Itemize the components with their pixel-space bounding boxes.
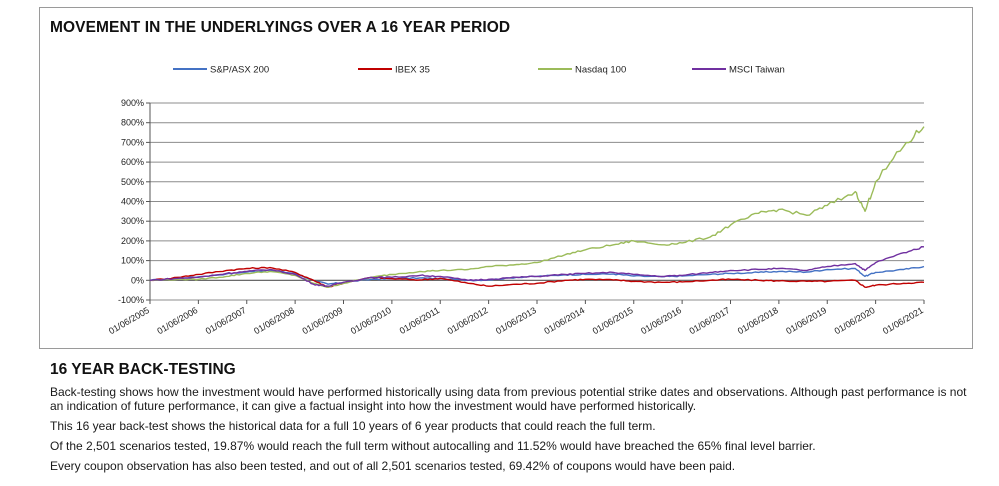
series-line-msci-taiwan <box>149 246 925 287</box>
x-tick-label: 01/06/2017 <box>687 305 731 336</box>
legend-label-nasdaq-100: Nasdaq 100 <box>575 65 626 76</box>
paragraph-backtesting-intro: Back-testing shows how the investment wo… <box>50 385 967 413</box>
paragraph-coupon-results: Every coupon observation has also been t… <box>50 459 736 473</box>
x-tick-label: 01/06/2008 <box>252 305 296 336</box>
x-tick-label: 01/06/2011 <box>398 305 441 336</box>
x-tick-label: 01/06/2016 <box>639 305 683 336</box>
x-tick-label: 01/06/2010 <box>349 305 393 336</box>
y-tick-label: 800% <box>121 118 144 128</box>
x-tick-label: 01/06/2006 <box>155 305 199 336</box>
y-tick-label: -100% <box>118 295 144 305</box>
series-line-nasdaq-100 <box>150 126 925 288</box>
x-tick-label: 01/06/2013 <box>494 305 538 336</box>
y-tick-label: 100% <box>121 256 144 266</box>
y-tick-label: 0% <box>131 275 144 285</box>
x-tick-label: 01/06/2007 <box>204 305 248 336</box>
x-tick-label: 01/06/2018 <box>736 305 780 336</box>
legend-label-msci-taiwan: MSCI Taiwan <box>729 65 785 76</box>
y-tick-label: 300% <box>121 216 144 226</box>
y-tick-label: 500% <box>121 177 144 187</box>
paragraph-backtest-scope: This 16 year back-test shows the histori… <box>50 419 656 433</box>
x-tick-label: 01/06/2012 <box>446 305 490 336</box>
x-tick-label: 01/06/2019 <box>784 305 828 336</box>
y-tick-label: 700% <box>121 137 144 147</box>
backtesting-section: 16 YEAR BACK-TESTING Back-testing shows … <box>50 361 980 479</box>
chart-title: MOVEMENT IN THE UNDERLYINGS OVER A 16 YE… <box>50 19 511 36</box>
x-tick-label: 01/06/2015 <box>591 305 635 336</box>
section-title: 16 YEAR BACK-TESTING <box>50 361 236 378</box>
x-tick-label: 01/06/2005 <box>107 305 151 336</box>
line-chart: 900% 800% 700% 600% 500% 400% 300% 200% 100% 0% -1… <box>107 65 925 337</box>
x-tick-label: 01/06/2014 <box>542 305 586 336</box>
y-tick-label: 400% <box>121 197 144 207</box>
y-tick-label: 900% <box>121 98 144 108</box>
chart-panel: MOVEMENT IN THE UNDERLYINGS OVER A 16 YE… <box>39 7 973 349</box>
y-tick-label: 200% <box>121 236 144 246</box>
x-tick-label: 01/06/2009 <box>300 305 344 336</box>
paragraph-scenario-results: Of the 2,501 scenarios tested, 19.87% wo… <box>50 439 816 453</box>
legend-label-s-p-asx-200: S&P/ASX 200 <box>210 65 269 76</box>
x-tick-label: 01/06/2020 <box>833 305 877 336</box>
x-tick-label: 01/06/2021 <box>881 305 925 336</box>
series-line-ibex-35 <box>149 266 925 288</box>
legend-label-ibex-35: IBEX 35 <box>395 65 430 76</box>
y-tick-label: 600% <box>121 157 144 167</box>
